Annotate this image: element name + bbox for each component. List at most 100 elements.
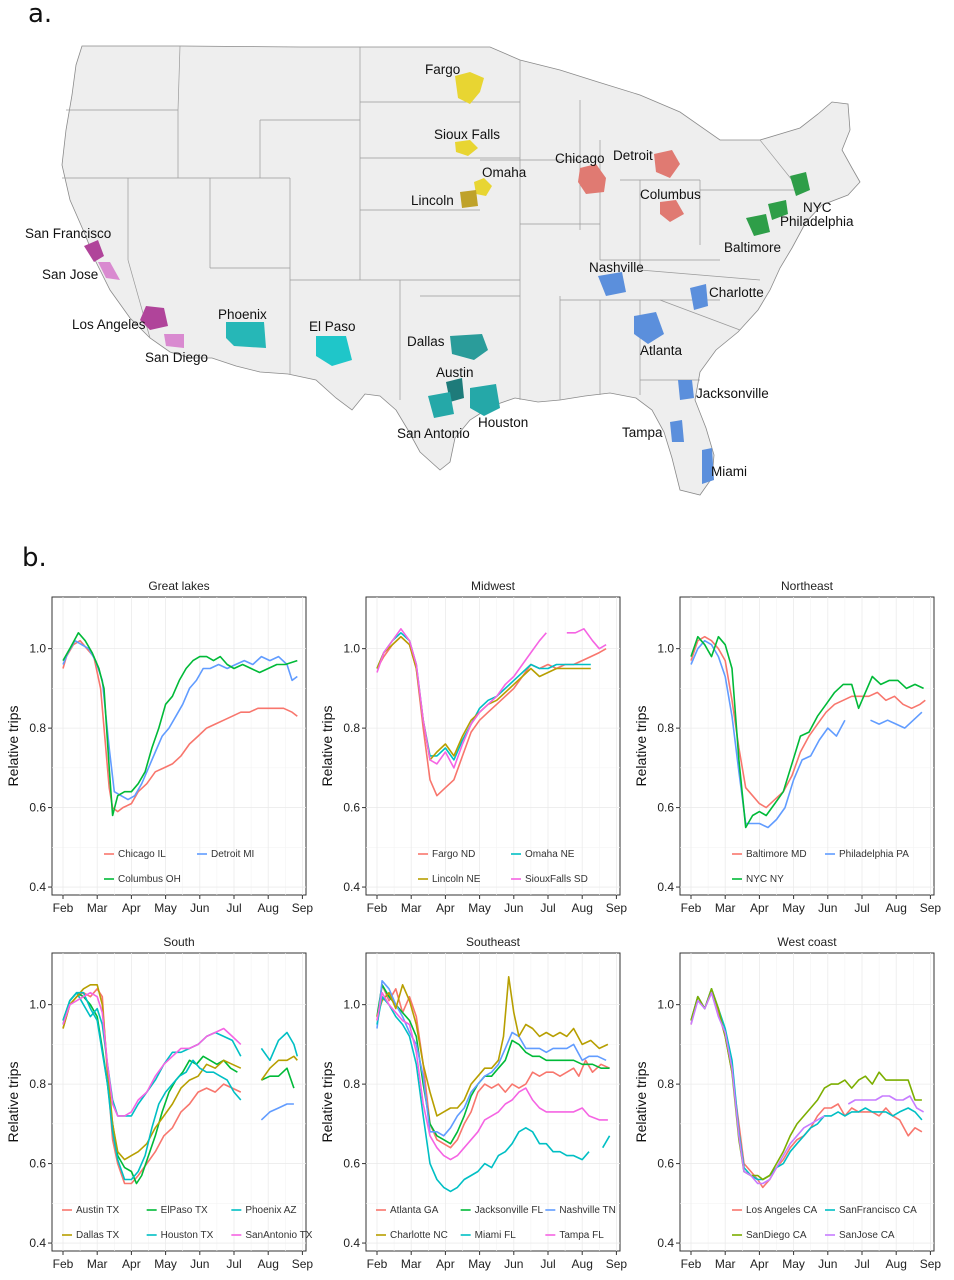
y-tick-label: 0.8: [657, 721, 674, 735]
legend-label-chicago-il: Chicago IL: [118, 849, 166, 860]
series-line-sanjose-ca: [847, 1095, 924, 1113]
x-tick-label: Apr: [122, 1257, 141, 1271]
y-tick-label: 0.6: [657, 1157, 674, 1171]
panel-a-label: a.: [28, 0, 52, 29]
footprint-detroit: [654, 150, 680, 178]
legend-label-nashville-tn: Nashville TN: [559, 1205, 616, 1216]
y-tick-label: 0.4: [657, 1236, 674, 1250]
series-group: [62, 984, 299, 1185]
series-line-dallas-tx: [62, 984, 242, 1161]
y-tick-label: 1.0: [657, 998, 674, 1012]
facet-northeast: Northeast Feb Mar Apr May Jun Jul Aug Sep 0.4 0.6 0…: [633, 579, 941, 915]
series-line-miami-fl: [376, 995, 590, 1193]
x-tick-label: Aug: [886, 901, 907, 915]
facet-southeast: Southeast Feb Mar Apr May Jun Jul Aug Sep 0.4 0.6 0…: [319, 935, 627, 1271]
x-tick-label: May: [154, 901, 177, 915]
city-label-philadelphia: Philadelphia: [780, 214, 854, 229]
facet-panel-frame: [365, 952, 621, 1252]
y-tick-label: 0.6: [657, 801, 674, 815]
y-tick-label: 1.0: [343, 642, 360, 656]
city-label-san-francisco: San Francisco: [25, 226, 111, 241]
footprint-el-paso: [316, 336, 352, 366]
x-tick-label: Apr: [436, 901, 455, 915]
series-line-sanjose-ca: [690, 991, 825, 1185]
y-tick-label: 1.0: [343, 998, 360, 1012]
city-label-san-jose: San Jose: [42, 267, 98, 282]
y-axis-title: Relative trips: [633, 1062, 649, 1143]
footprint-atlanta: [634, 312, 664, 344]
facet-title: Midwest: [471, 579, 516, 593]
city-label-lincoln: Lincoln: [411, 193, 454, 208]
facet-title: Great lakes: [148, 579, 209, 593]
city-label-charlotte: Charlotte: [709, 285, 764, 300]
city-label-austin: Austin: [436, 365, 474, 380]
footprint-houston: [470, 384, 500, 416]
facet-midwest: Midwest Feb Mar Apr May Jun Jul Aug Sep 0.4 0.6 0.8…: [319, 579, 627, 915]
legend-label-jacksonville-fl: Jacksonville FL: [475, 1205, 544, 1216]
city-label-chicago: Chicago: [555, 151, 605, 166]
y-tick-label: 1.0: [29, 642, 46, 656]
x-tick-label: Mar: [715, 1257, 736, 1271]
series-group: [690, 988, 924, 1189]
legend-label-fargo-nd: Fargo ND: [432, 849, 475, 860]
series-line-charlotte-nc: [376, 976, 609, 1117]
series-line-elpaso-tx: [261, 1067, 295, 1089]
x-tick-label: Jun: [818, 1257, 837, 1271]
city-label-jacksonville: Jacksonville: [696, 386, 769, 401]
series-line-siouxfalls-sd: [376, 628, 547, 769]
series-line-nyc-ny: [690, 635, 924, 829]
city-label-los-angeles: Los Angeles: [72, 317, 146, 332]
legend-label-tampa-fl: Tampa FL: [559, 1230, 604, 1241]
facet-panel-frame: [679, 952, 935, 1252]
legend-label-phoenix-az: Phoenix AZ: [245, 1205, 296, 1216]
x-tick-label: Mar: [87, 1257, 108, 1271]
x-tick-label: Jul: [540, 901, 555, 915]
y-tick-label: 0.6: [343, 801, 360, 815]
x-tick-label: Aug: [258, 1257, 279, 1271]
x-tick-label: May: [468, 901, 491, 915]
legend-label-detroit-mi: Detroit MI: [211, 849, 254, 860]
x-tick-label: Jul: [854, 901, 869, 915]
series-group: [690, 635, 926, 829]
footprint-nyc: [790, 172, 810, 196]
x-tick-label: May: [468, 1257, 491, 1271]
series-line-philadelphia-pa: [870, 711, 923, 729]
y-tick-label: 0.4: [343, 1236, 360, 1250]
series-line-jacksonville-fl: [376, 984, 610, 1145]
y-tick-label: 0.6: [29, 801, 46, 815]
footprint-miami: [702, 448, 714, 484]
facet-panel-frame: [51, 952, 307, 1252]
legend-label-nyc-ny: NYC NY: [746, 874, 784, 885]
city-label-dallas: Dallas: [407, 334, 445, 349]
series-group: [62, 632, 298, 817]
footprint-philadelphia: [768, 200, 788, 220]
footprint-lincoln: [460, 190, 478, 208]
legend-label-omaha-ne: Omaha NE: [525, 849, 575, 860]
y-axis-title: Relative trips: [5, 706, 21, 787]
y-tick-label: 0.8: [343, 1077, 360, 1091]
footprint-phoenix: [226, 322, 266, 348]
footprint-dallas: [450, 334, 488, 360]
series-line-phoenix-az: [260, 1031, 299, 1062]
x-tick-label: Feb: [681, 901, 702, 915]
x-tick-label: Jun: [504, 901, 523, 915]
x-tick-label: Mar: [87, 901, 108, 915]
x-tick-label: Feb: [367, 901, 388, 915]
city-labels: Fargo Sioux Falls Omaha Lincoln Chicago …: [25, 62, 854, 479]
legend-label-elpaso-tx: ElPaso TX: [161, 1205, 208, 1216]
legend-label-siouxfalls-sd: SiouxFalls SD: [525, 874, 588, 885]
x-tick-label: Sep: [920, 1257, 942, 1271]
facet-panel-frame: [51, 596, 307, 896]
facet-title: Southeast: [466, 935, 521, 949]
footprint-baltimore: [746, 214, 770, 236]
y-tick-label: 0.8: [343, 721, 360, 735]
footprint-fargo: [455, 72, 484, 104]
legend-label-charlotte-nc: Charlotte NC: [390, 1230, 448, 1241]
legend-label-sanfrancisco-ca: SanFrancisco CA: [839, 1205, 917, 1216]
footprint-nashville: [598, 272, 626, 296]
y-axis-title: Relative trips: [5, 1062, 21, 1143]
series-line-miami-fl: [602, 1135, 611, 1149]
legend-label-los-angeles-ca: Los Angeles CA: [746, 1205, 817, 1216]
x-tick-label: Sep: [920, 901, 942, 915]
x-tick-label: Mar: [715, 901, 736, 915]
